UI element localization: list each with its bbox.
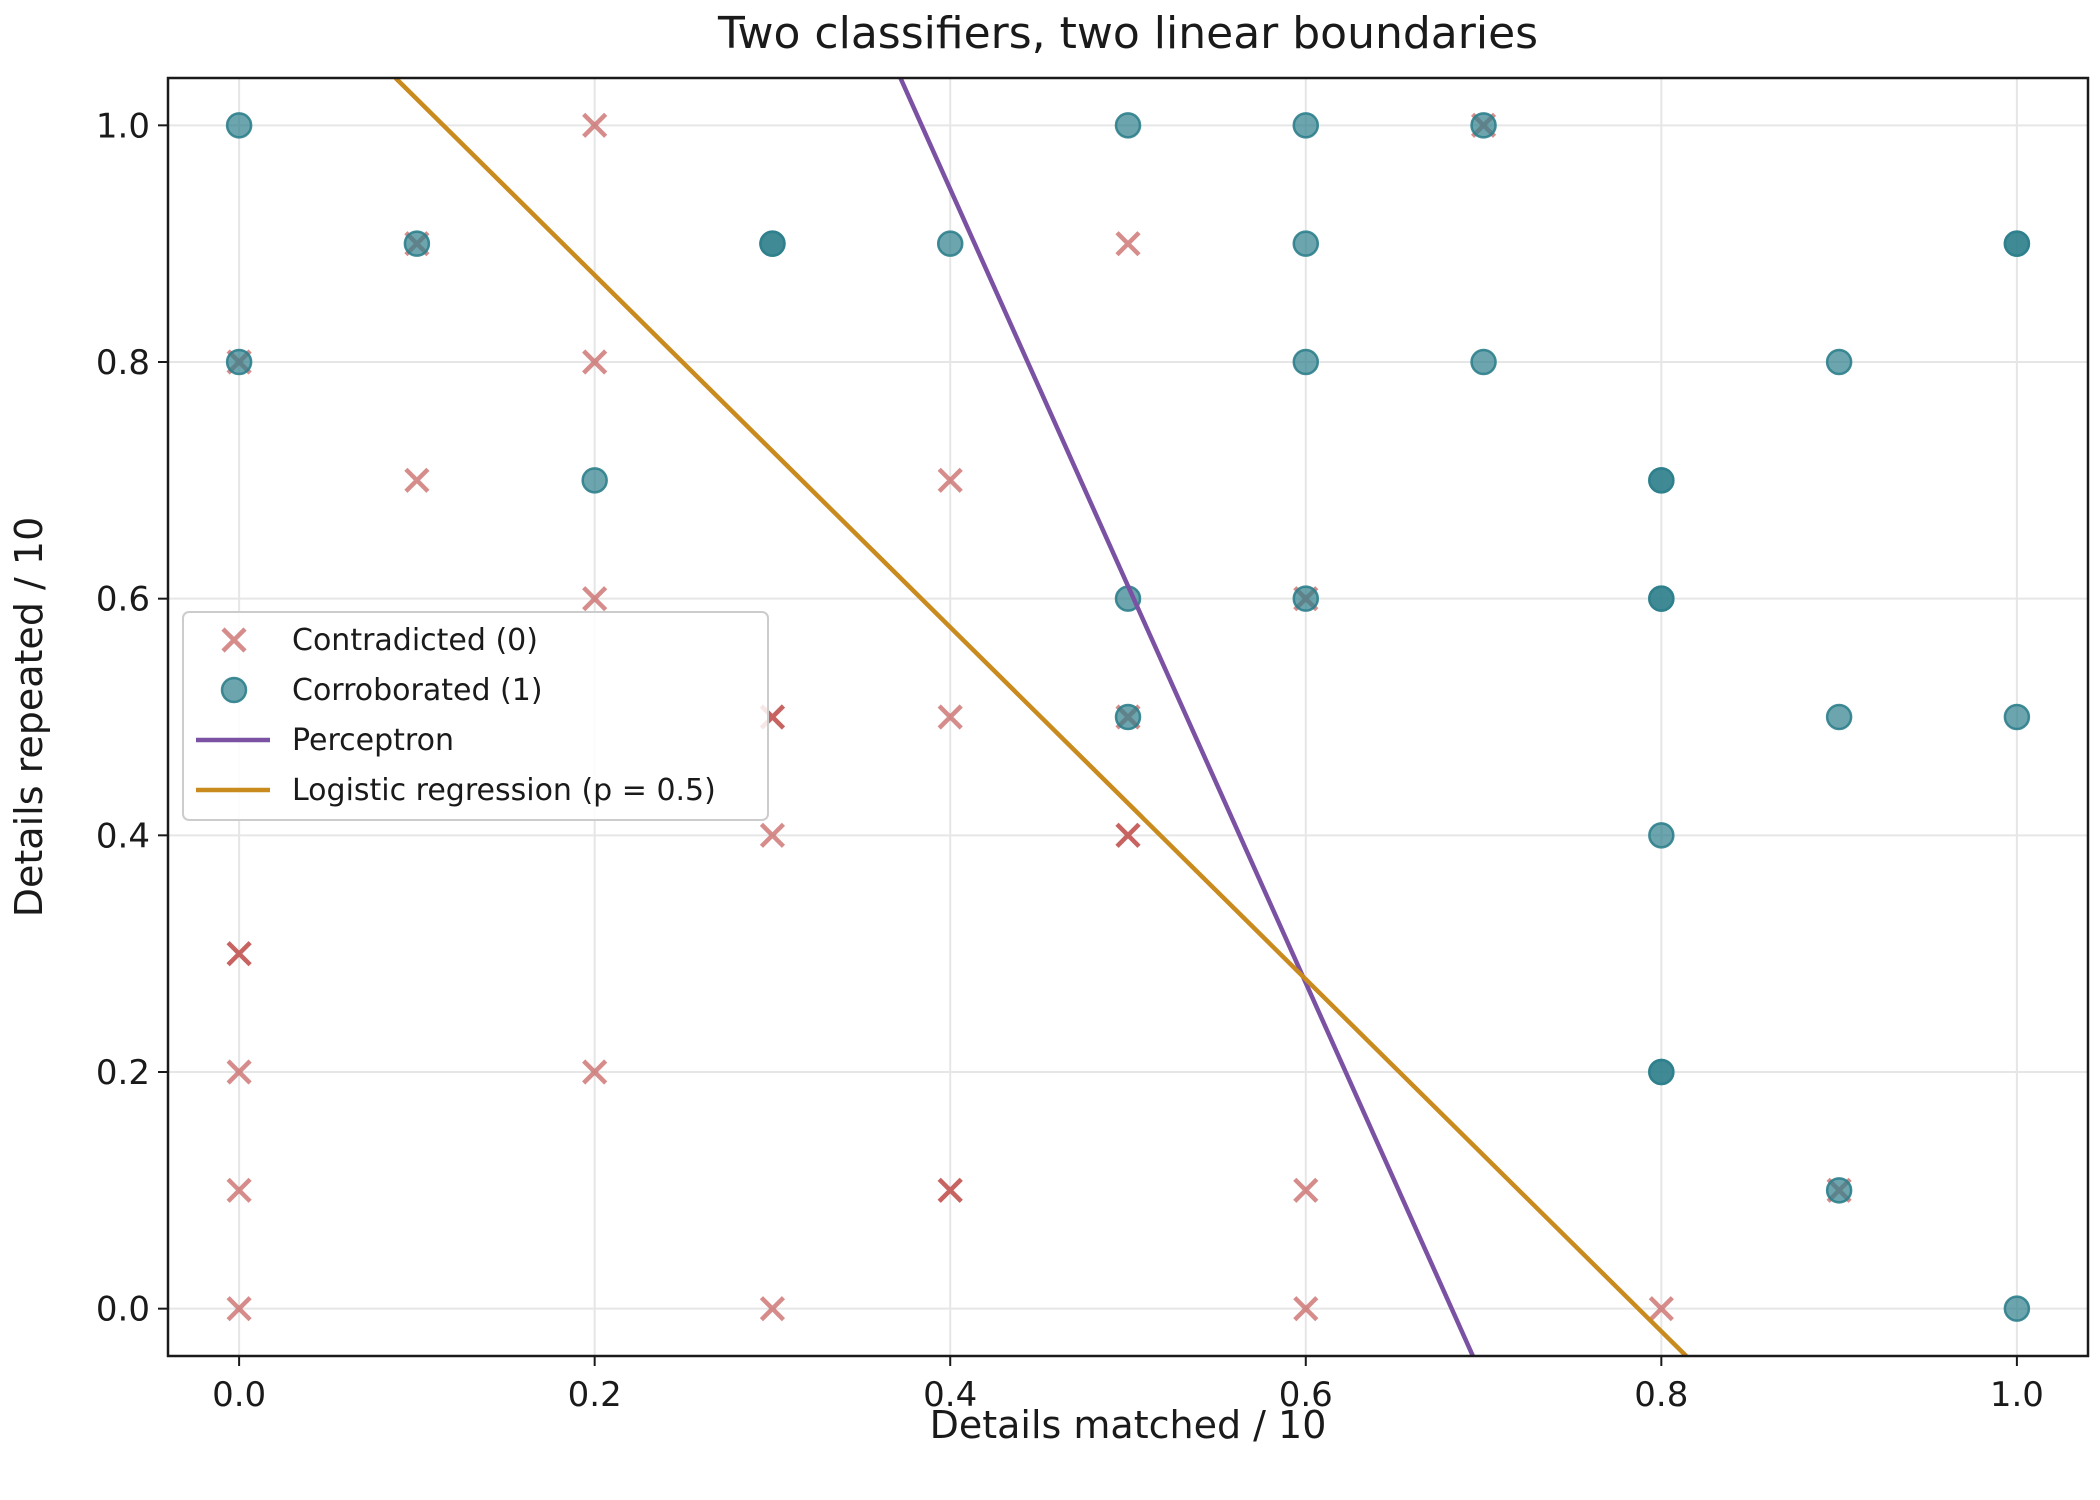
contradicted-point xyxy=(937,467,963,493)
y-tick-label: 0.2 xyxy=(96,1053,150,1093)
corroborated-point xyxy=(1114,703,1142,731)
legend-marker-x xyxy=(221,627,247,653)
y-axis-label: Details repeated / 10 xyxy=(7,517,51,917)
legend-label: Contradicted (0) xyxy=(292,623,538,658)
corroborated-point xyxy=(1825,348,1853,376)
x-tick-label: 0.4 xyxy=(923,1375,977,1415)
corroborated-point xyxy=(936,230,964,257)
contradicted-point xyxy=(1293,1177,1319,1203)
corroborated-point xyxy=(1825,703,1853,731)
y-tick-label: 0.4 xyxy=(96,816,150,856)
y-tick-label: 0.8 xyxy=(96,343,150,383)
perceptron-line xyxy=(898,78,1475,1356)
contradicted-point xyxy=(759,822,786,848)
legend-label: Logistic regression (p = 0.5) xyxy=(292,773,716,808)
contradicted-point xyxy=(759,1296,786,1322)
contradicted-point xyxy=(582,349,608,375)
contradicted-point xyxy=(1648,1296,1674,1322)
x-tick-label: 0.8 xyxy=(1634,1375,1688,1415)
y-tick-label: 0.6 xyxy=(96,580,150,620)
corroborated-point xyxy=(1114,112,1142,139)
contradicted-point xyxy=(404,467,430,493)
contradicted-point xyxy=(226,941,252,967)
plot-area xyxy=(225,78,2031,1356)
corroborated-point xyxy=(1292,348,1320,376)
corroborated-point xyxy=(1648,467,1675,494)
corroborated-point xyxy=(1292,112,1320,139)
x-tick-label: 0.0 xyxy=(212,1375,266,1415)
legend-entry-logistic-regression: Logistic regression (p = 0.5) xyxy=(196,773,716,808)
contradicted-point xyxy=(582,1059,608,1085)
x-tick-label: 1.0 xyxy=(1990,1375,2044,1415)
contradicted-point xyxy=(1115,231,1141,257)
legend-entry-perceptron: Perceptron xyxy=(196,723,454,758)
y-tick-label: 1.0 xyxy=(96,106,150,146)
corroborated-point xyxy=(1292,585,1320,612)
corroborated-point xyxy=(1648,1058,1675,1086)
logistic-regression-line xyxy=(393,78,1688,1356)
y-axis: 0.0 0.2 0.4 0.6 0.8 1.0 xyxy=(96,106,168,1330)
corroborated-point xyxy=(1470,112,1497,139)
x-tick-label: 0.6 xyxy=(1279,1375,1333,1415)
legend-label: Corroborated (1) xyxy=(292,673,543,708)
legend-box xyxy=(182,611,769,821)
legend-entry-contradicted: Contradicted (0) xyxy=(221,623,538,658)
x-tick-label: 0.2 xyxy=(568,1375,622,1415)
corroborated-point xyxy=(2003,230,2031,257)
corroborated-point xyxy=(2003,703,2031,731)
legend: Contradicted (0) Corroborated (1) Perceptr… xyxy=(182,611,769,821)
contradicted-point xyxy=(582,112,608,138)
corroborated-point xyxy=(2003,1295,2031,1322)
contradicted-point xyxy=(937,704,963,730)
corroborated-point xyxy=(225,348,253,376)
legend-label: Perceptron xyxy=(292,723,454,758)
corroborated-point xyxy=(403,230,431,257)
x-axis-label: Details matched / 10 xyxy=(930,1403,1327,1447)
corroborated-point xyxy=(581,467,608,494)
corroborated-point xyxy=(225,112,253,139)
contradicted-point xyxy=(1115,822,1141,848)
corroborated-point xyxy=(1648,822,1675,849)
y-tick-label: 0.0 xyxy=(96,1290,150,1330)
corroborated-point xyxy=(1648,585,1675,612)
corroborated-point xyxy=(1825,1177,1853,1204)
corroborated-point xyxy=(759,230,786,257)
x-axis: 0.0 0.2 0.4 0.6 0.8 1.0 xyxy=(212,1356,2044,1415)
contradicted-point xyxy=(582,586,608,612)
legend-entry-corroborated: Corroborated (1) xyxy=(220,673,543,708)
contradicted-point xyxy=(226,1059,252,1085)
contradicted-point xyxy=(1293,1296,1319,1322)
legend-marker-circle xyxy=(220,676,248,704)
corroborated-point xyxy=(1292,230,1320,257)
contradicted-point xyxy=(226,1296,252,1322)
contradicted-point xyxy=(226,1177,252,1203)
contradicted-point xyxy=(937,1177,963,1203)
plot-frame xyxy=(166,76,2090,1358)
corroborated-point xyxy=(1470,348,1497,376)
chart-title: Two classifiers, two linear boundaries xyxy=(717,8,1538,59)
